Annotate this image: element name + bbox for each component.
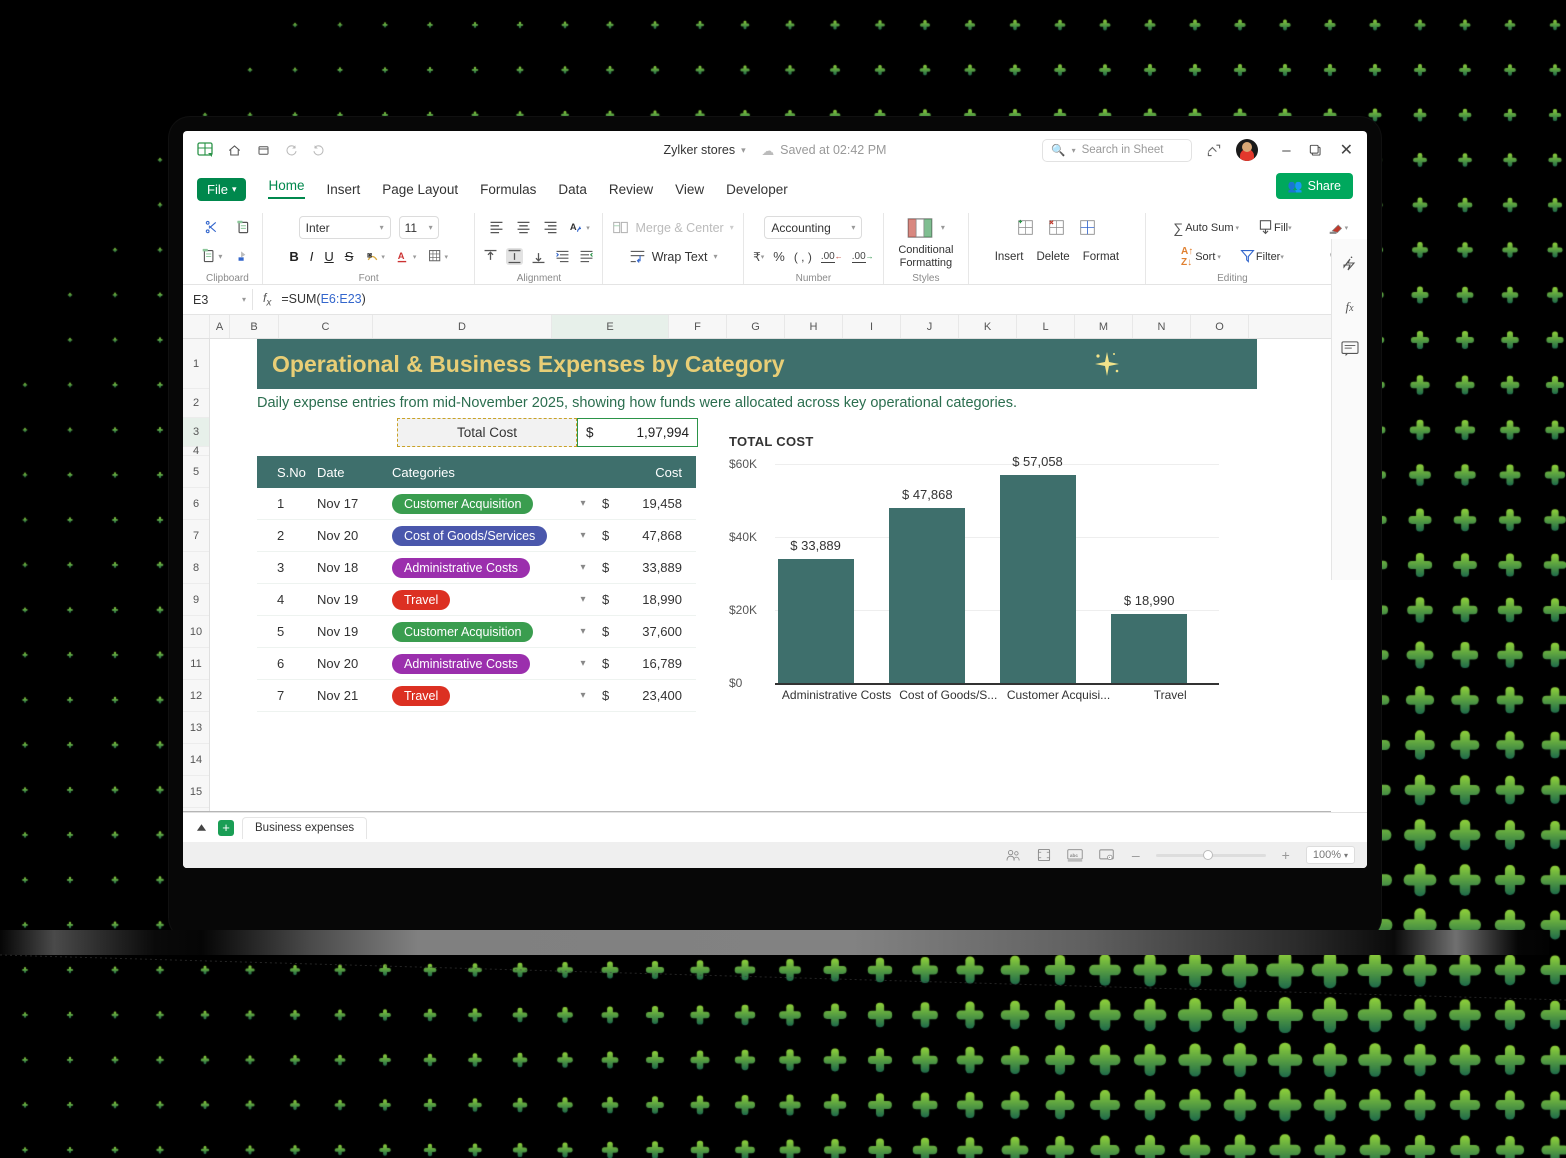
svg-text:abc: abc <box>1070 852 1078 857</box>
svg-text:A: A <box>398 251 405 261</box>
svg-text:A: A <box>570 222 577 232</box>
svg-text:◙: ◙ <box>368 250 373 259</box>
